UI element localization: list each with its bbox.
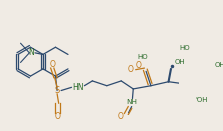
Text: HO: HO [179,45,190,51]
Text: HO: HO [138,54,148,60]
Text: O: O [136,61,142,70]
Text: O: O [55,112,61,121]
Text: NH: NH [126,99,137,105]
Text: O: O [49,60,55,69]
Text: O: O [128,65,134,74]
Text: OH: OH [174,59,185,66]
Text: HN: HN [72,83,84,92]
Text: N: N [28,48,34,57]
Text: OH: OH [215,62,223,68]
Text: 'OH: 'OH [195,97,208,103]
Text: O: O [118,112,123,121]
Text: S: S [54,86,60,95]
